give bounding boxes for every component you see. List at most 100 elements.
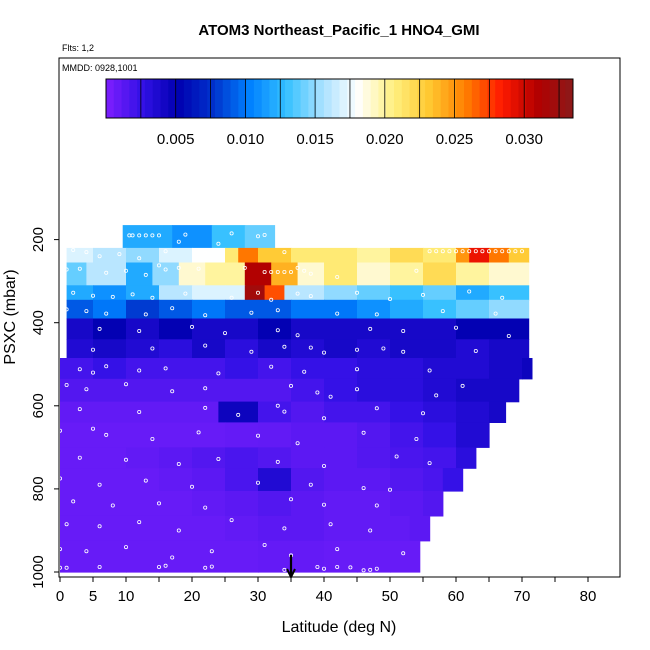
colorbar-step	[440, 79, 449, 118]
sample-point	[288, 383, 293, 388]
heat-cell	[357, 378, 391, 403]
colorbar-step	[113, 79, 123, 118]
heat-cell	[390, 285, 424, 301]
sample-point	[368, 528, 373, 533]
heat-cell	[126, 358, 160, 380]
colorbar-step	[518, 79, 527, 118]
heat-cell	[297, 262, 325, 286]
heat-cell	[390, 358, 424, 380]
heat-cell	[291, 299, 325, 320]
heat-cell	[93, 422, 127, 448]
sample-point	[104, 311, 109, 316]
sample-point	[71, 499, 76, 504]
sample-point	[203, 505, 208, 510]
sample-point	[209, 549, 214, 554]
heat-cell	[238, 247, 259, 263]
sample-point	[97, 254, 102, 259]
colorbar-step	[152, 79, 161, 118]
heat-cell	[489, 318, 530, 340]
sample-point	[64, 307, 69, 312]
heat-cell	[126, 318, 160, 340]
sample-point	[150, 233, 155, 238]
sample-point	[275, 308, 280, 313]
sample-point	[354, 367, 359, 372]
heat-cell	[324, 491, 358, 517]
sample-point	[97, 524, 102, 529]
sample-point	[64, 267, 69, 272]
sample-point	[255, 480, 260, 485]
heat-cell	[225, 378, 259, 403]
sample-point	[203, 386, 208, 391]
sample-point	[255, 234, 260, 239]
heat-cell	[178, 262, 206, 286]
sample-point	[434, 393, 439, 398]
sample-point	[434, 249, 439, 254]
sample-point	[143, 478, 148, 483]
sample-point	[110, 294, 115, 299]
heat-cell	[357, 468, 391, 492]
sample-point	[117, 252, 122, 257]
sample-point	[156, 263, 161, 268]
sample-point	[282, 526, 287, 531]
heat-cell	[456, 318, 490, 340]
sample-point	[216, 371, 221, 376]
heat-cell	[126, 468, 160, 492]
heat-cell	[192, 285, 226, 301]
colorbar-tick-label: 0.005	[157, 131, 195, 148]
heat-cell	[324, 358, 358, 380]
heat-cell	[93, 378, 127, 403]
sample-point	[335, 547, 340, 552]
sample-point	[467, 249, 472, 254]
heat-cell	[390, 515, 411, 542]
heat-cell	[93, 339, 127, 359]
heat-cell	[423, 358, 457, 380]
sample-point	[453, 325, 458, 330]
sample-point	[427, 249, 432, 254]
sample-point	[110, 503, 115, 508]
heat-cell	[152, 262, 180, 286]
heat-cell	[126, 262, 153, 286]
heat-cell	[489, 247, 510, 263]
sample-point	[467, 289, 472, 294]
sample-point	[203, 343, 208, 348]
sample-point	[295, 265, 300, 270]
sample-point	[500, 249, 505, 254]
plot-frame	[58, 57, 621, 578]
heat-cell	[159, 422, 193, 448]
sample-point	[137, 409, 142, 414]
chart-title: ATOM3 Northeast_Pacific_1 HNO4_GMI	[198, 22, 479, 39]
sample-point	[64, 565, 69, 570]
heat-cell	[357, 262, 391, 286]
sample-point	[77, 455, 82, 460]
heat-cell	[390, 318, 424, 340]
heat-cell	[258, 491, 292, 517]
colorbar-step	[339, 79, 348, 118]
sample-point	[236, 412, 241, 417]
x-tick-label: 40	[316, 588, 333, 605]
x-tick-label: 10	[118, 588, 135, 605]
colorbar-step	[409, 79, 418, 118]
heat-cell	[126, 491, 160, 517]
colorbar-step	[222, 79, 232, 118]
sample-point	[427, 368, 432, 373]
heat-cell	[324, 262, 358, 286]
heat-cell	[192, 358, 226, 380]
heat-cell	[225, 468, 259, 492]
sample-point	[104, 270, 109, 275]
colorbar-ticks: 0.005 0.010 0.015 0.020 0.025 0.030	[140, 79, 560, 148]
sample-point	[315, 390, 320, 395]
y-axis: 200 400 600 800 1000	[30, 227, 59, 589]
heat-cell	[291, 339, 325, 359]
sample-point	[288, 497, 293, 502]
heat-cell	[456, 247, 470, 263]
sample-point	[58, 565, 63, 570]
colorbar-step	[300, 79, 309, 118]
colorbar-step	[199, 79, 208, 118]
sample-point	[500, 295, 505, 300]
heat-cell	[66, 318, 94, 340]
sample-point	[275, 459, 280, 464]
heat-cell	[60, 378, 94, 403]
sample-point	[269, 297, 274, 302]
heat-cell	[258, 515, 292, 542]
heatmap-cells	[60, 225, 533, 573]
